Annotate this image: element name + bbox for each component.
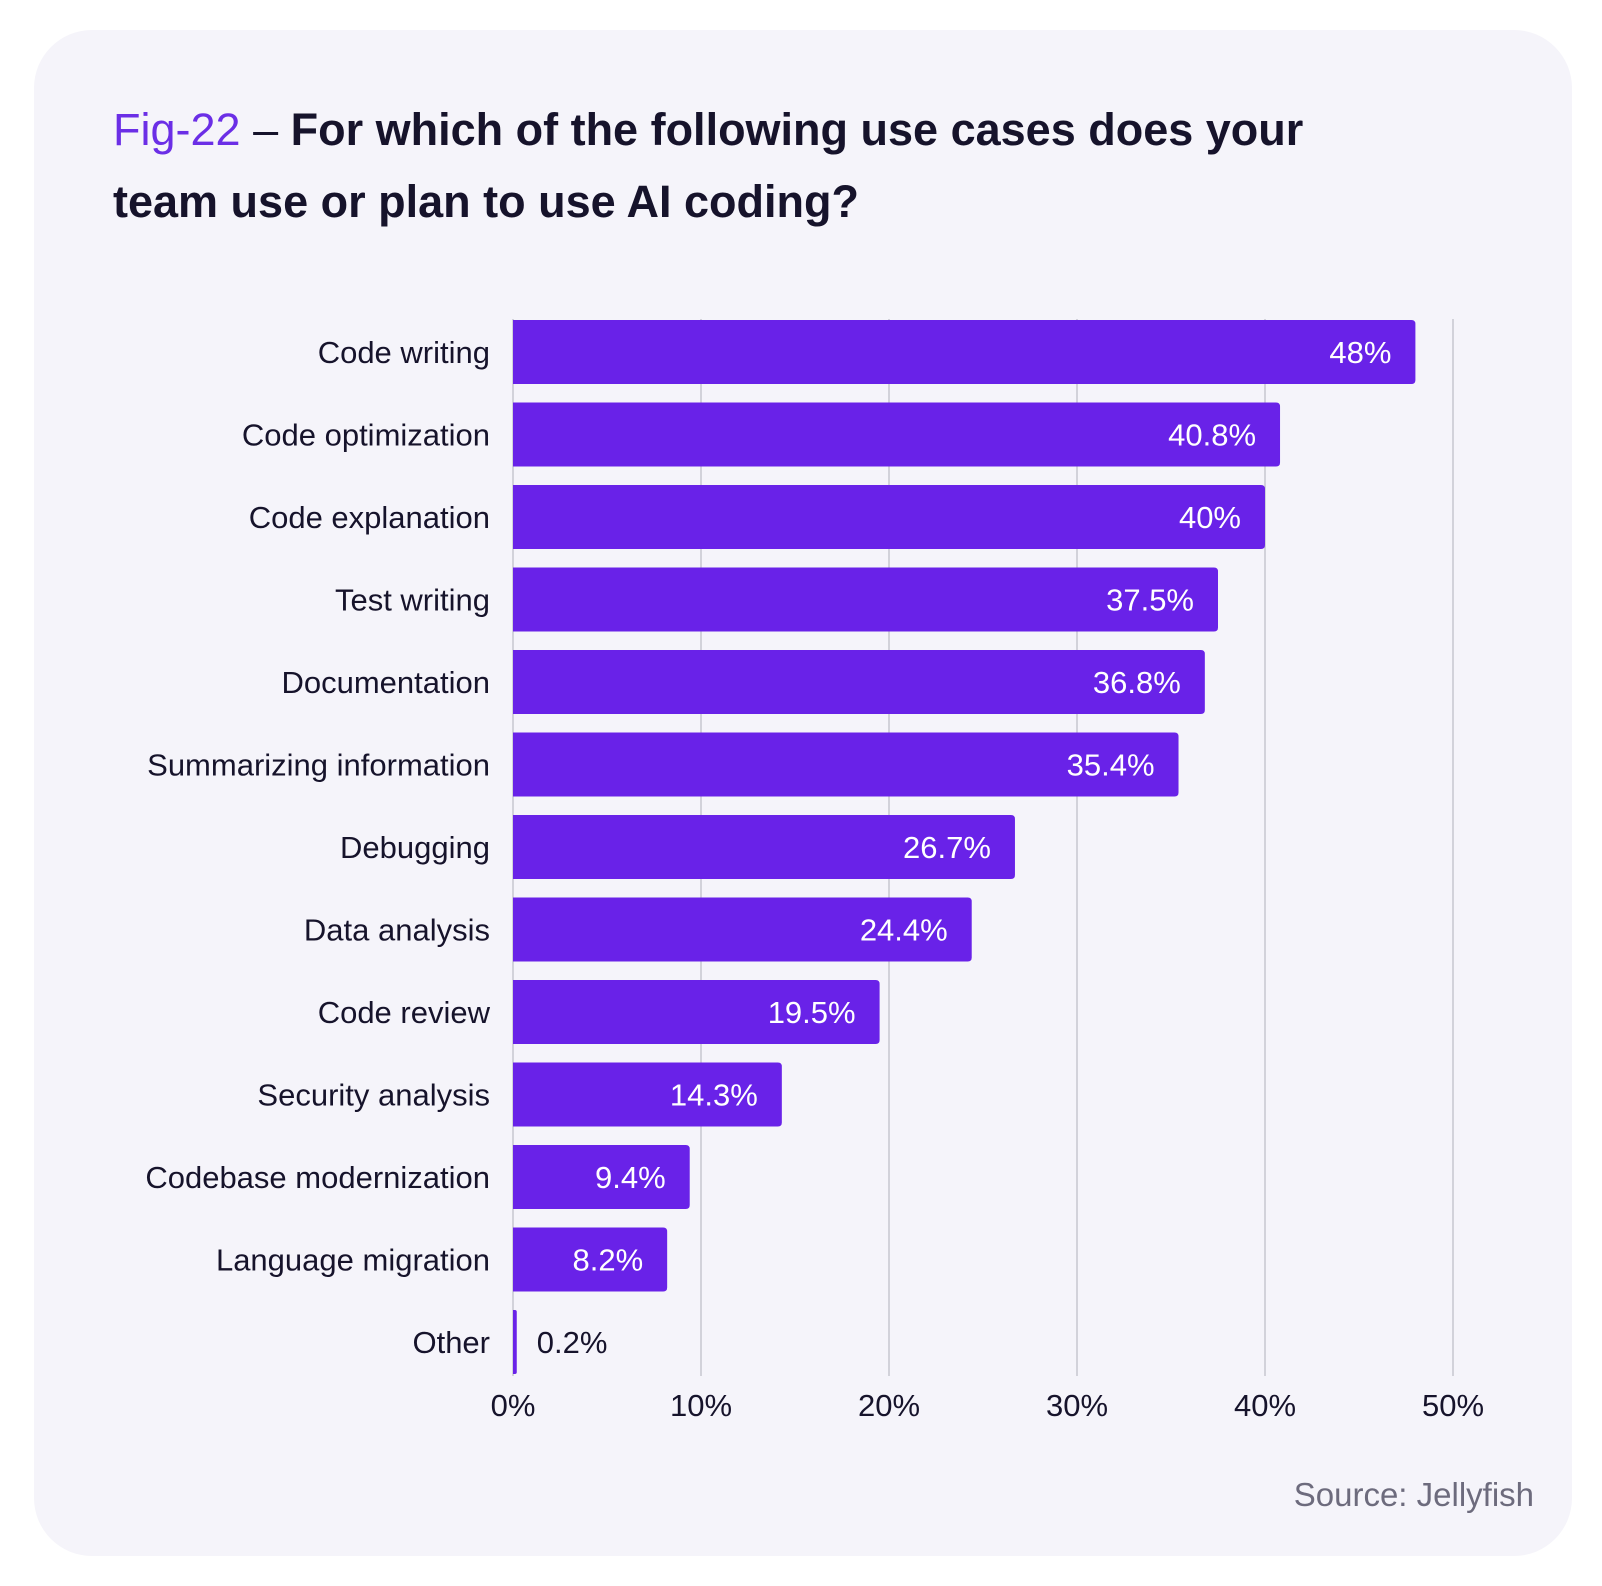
value-label: 48% [1329, 335, 1391, 370]
x-tick-label: 50% [1422, 1388, 1484, 1423]
value-label: 24.4% [860, 913, 948, 948]
category-label: Codebase modernization [145, 1160, 490, 1195]
category-label: Security analysis [257, 1078, 490, 1113]
category-label: Other [412, 1325, 490, 1360]
category-label: Code review [318, 995, 491, 1030]
chart-question: For which of the following use cases doe… [113, 104, 1304, 227]
category-label: Test writing [335, 583, 490, 618]
value-label: 8.2% [572, 1243, 643, 1278]
category-label: Debugging [340, 830, 490, 865]
bar [513, 567, 1218, 632]
value-label: 26.7% [903, 830, 991, 865]
category-labels: Code writing Code optimization Code explan… [145, 335, 490, 1360]
value-label: 19.5% [768, 995, 856, 1030]
value-label: 40.8% [1168, 418, 1256, 453]
value-labels: 48% 40.8% 40% 37.5% 36.8% 35.4% 26.7% 24.4% 19.5… [537, 335, 1392, 1360]
bar [513, 1227, 668, 1292]
x-tick-label: 20% [858, 1388, 920, 1423]
category-label: Language migration [216, 1243, 490, 1278]
value-label: 40% [1179, 500, 1241, 535]
bar [513, 815, 1015, 879]
value-label: 35.4% [1067, 748, 1155, 783]
x-tick-label: 30% [1046, 1388, 1108, 1423]
value-label: 9.4% [595, 1160, 666, 1195]
category-label: Summarizing information [147, 748, 490, 783]
category-label: Code writing [318, 335, 490, 370]
x-tick-label: 0% [491, 1388, 536, 1423]
value-label: 36.8% [1093, 665, 1181, 700]
bar [513, 402, 1281, 467]
value-label: 14.3% [670, 1078, 758, 1113]
bar [513, 485, 1265, 549]
figure-number: Fig-22 [113, 104, 241, 155]
x-tick-label: 40% [1234, 1388, 1296, 1423]
category-label: Code optimization [242, 418, 490, 453]
category-label: Code explanation [249, 500, 490, 535]
bar [513, 732, 1179, 797]
source-note: Source: Jellyfish [1293, 1476, 1534, 1513]
x-tick-label: 10% [670, 1388, 732, 1423]
category-label: Data analysis [304, 913, 490, 948]
bars [513, 320, 1416, 1374]
x-axis-ticks: 0% 10% 20% 30% 40% 50% [491, 1388, 1484, 1423]
bar [513, 980, 880, 1044]
bar [513, 1310, 517, 1374]
title-separator: – [240, 104, 291, 155]
bar [513, 1062, 782, 1127]
value-label: 37.5% [1106, 583, 1194, 618]
bar [513, 1145, 690, 1209]
bar [513, 897, 972, 962]
category-label: Documentation [281, 665, 490, 700]
bar [513, 650, 1205, 714]
bar [513, 320, 1416, 384]
value-label: 0.2% [537, 1325, 608, 1360]
chart-title: Fig-22 – For which of the following use … [113, 94, 1413, 238]
